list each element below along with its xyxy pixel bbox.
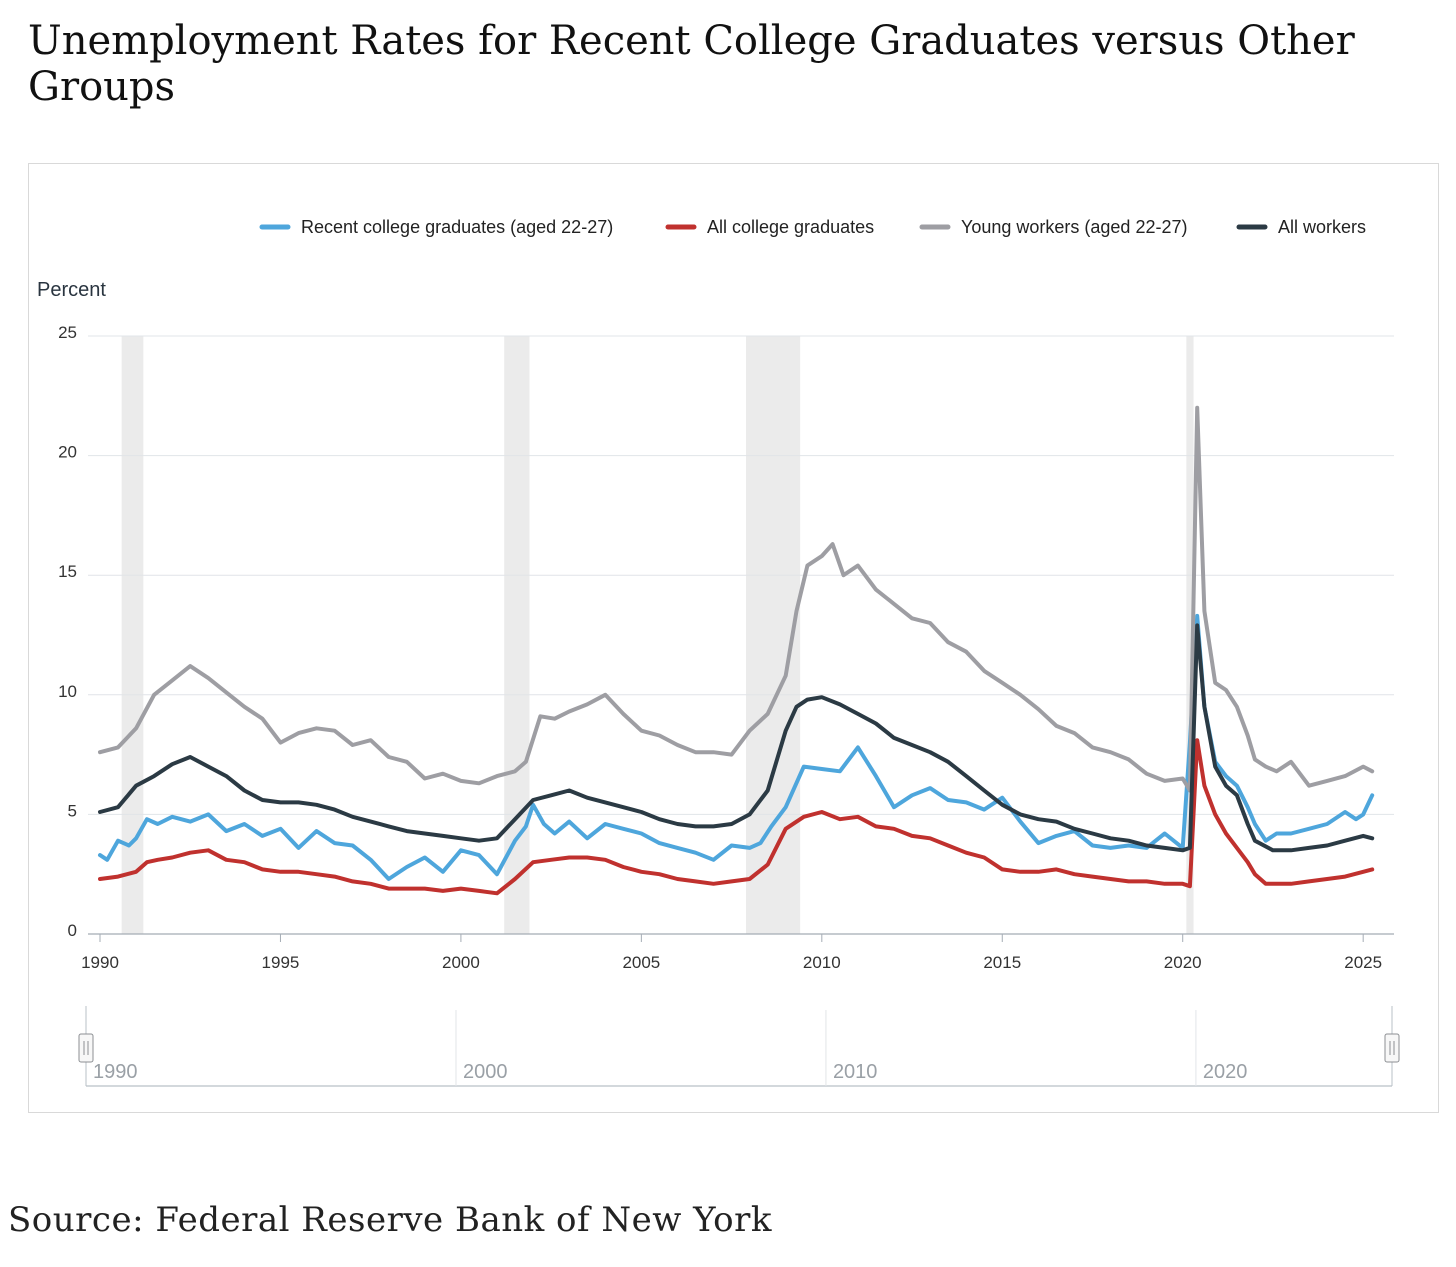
legend[interactable]: Recent college graduates (aged 22-27) All… <box>259 217 1366 237</box>
y-tick-label-15: 15 <box>58 562 77 581</box>
series-line-young-workers[interactable] <box>98 405 1375 793</box>
chart-frame <box>28 163 1439 1113</box>
series-line-all-grads[interactable] <box>98 738 1375 896</box>
legend-label: All college graduates <box>707 217 874 237</box>
gridlines <box>88 335 1394 815</box>
x-tick-label-2025: 2025 <box>1344 953 1382 972</box>
navigator-label-2010: 2010 <box>833 1061 878 1083</box>
handle-grip[interactable] <box>78 1033 94 1063</box>
series-line-all-workers[interactable] <box>98 623 1375 853</box>
navigator-handle-left[interactable] <box>78 1006 94 1086</box>
y-axis-title: Percent <box>37 279 106 301</box>
y-tick-label-0: 0 <box>68 921 77 940</box>
legend-item-young-workers[interactable]: Young workers (aged 22-27) <box>919 217 1187 237</box>
x-tick-label-2020: 2020 <box>1164 953 1202 972</box>
x-tick-label-2005: 2005 <box>622 953 660 972</box>
recession-band-4 <box>1186 336 1194 934</box>
series-lines <box>98 405 1375 896</box>
x-tick-label-2000: 2000 <box>442 953 480 972</box>
legend-item-all-workers[interactable]: All workers <box>1236 217 1366 237</box>
y-tick-label-25: 25 <box>58 323 77 342</box>
recession-band-2 <box>504 336 530 934</box>
y-tick-label-10: 10 <box>58 682 77 701</box>
x-tick-label-1990: 1990 <box>81 953 119 972</box>
navigator-label-1990: 1990 <box>93 1061 138 1083</box>
legend-label: Recent college graduates (aged 22-27) <box>301 217 613 237</box>
navigator-label-2020: 2020 <box>1203 1061 1248 1083</box>
y-tick-label-5: 5 <box>68 801 77 820</box>
handle-grip[interactable] <box>1384 1033 1400 1063</box>
source-note: Source: Federal Reserve Bank of New York <box>8 1200 772 1240</box>
y-tick-label-20: 20 <box>58 443 77 462</box>
x-tick-label-2015: 2015 <box>983 953 1021 972</box>
x-tick-label-2010: 2010 <box>803 953 841 972</box>
range-navigator[interactable]: 1990 2000 2010 2020 <box>78 1006 1400 1087</box>
legend-item-all-grads[interactable]: All college graduates <box>665 217 874 237</box>
x-tick-label-1995: 1995 <box>262 953 300 972</box>
navigator-handle-right[interactable] <box>1384 1006 1400 1086</box>
page-title: Unemployment Rates for Recent College Gr… <box>28 18 1355 110</box>
legend-label: Young workers (aged 22-27) <box>961 217 1187 237</box>
legend-item-recent-grads[interactable]: Recent college graduates (aged 22-27) <box>259 217 613 237</box>
legend-label: All workers <box>1278 217 1366 237</box>
navigator-label-2000: 2000 <box>463 1061 508 1083</box>
